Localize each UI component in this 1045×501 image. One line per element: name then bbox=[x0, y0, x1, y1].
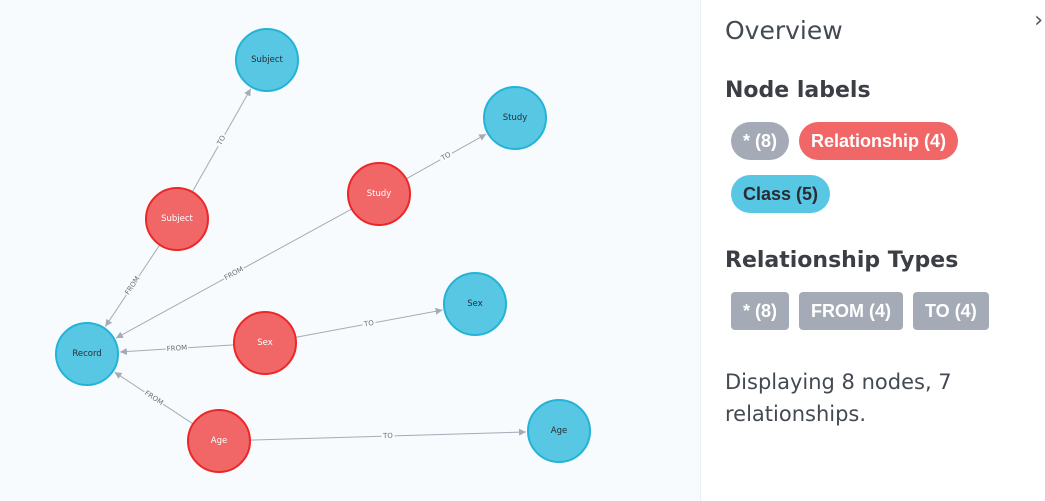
node-record[interactable]: Record bbox=[56, 323, 118, 385]
node-subject-rel[interactable]: Subject bbox=[146, 188, 208, 250]
node-subject-class[interactable]: Subject bbox=[236, 29, 298, 91]
relationship-type-to[interactable]: TO (4) bbox=[913, 292, 989, 330]
node-label: Sex bbox=[467, 299, 483, 309]
node-label: Subject bbox=[251, 55, 283, 65]
node-age-rel[interactable]: Age bbox=[188, 410, 250, 472]
node-study-rel[interactable]: Study bbox=[348, 163, 410, 225]
node-sex-class[interactable]: Sex bbox=[444, 273, 506, 335]
node-sex-rel[interactable]: Sex bbox=[234, 312, 296, 374]
node-label: Record bbox=[72, 349, 101, 359]
node-label: Study bbox=[367, 189, 392, 199]
edge-label: FROM bbox=[223, 265, 245, 282]
overview-panel: Overview › Node labels * (8) Relationshi… bbox=[700, 0, 1045, 501]
relationship-types-row: * (8) FROM (4) TO (4) bbox=[731, 292, 989, 330]
chevron-right-icon[interactable]: › bbox=[1034, 8, 1043, 33]
graph-summary: Displaying 8 nodes, 7 relationships. bbox=[725, 366, 1025, 430]
edge-label: TO bbox=[382, 432, 394, 440]
node-label: Subject bbox=[161, 214, 193, 224]
relationship-type-from[interactable]: FROM (4) bbox=[799, 292, 903, 330]
node-label-relationship[interactable]: Relationship (4) bbox=[799, 122, 958, 160]
node-label: Study bbox=[503, 113, 528, 123]
graph-canvas[interactable]: TO FROM TO FROM TO FROM FROM TO Subject Study Sub… bbox=[0, 0, 700, 501]
node-labels-row-1: * (8) Relationship (4) bbox=[731, 122, 958, 160]
node-label-all[interactable]: * (8) bbox=[731, 122, 789, 160]
node-label: Sex bbox=[257, 338, 273, 348]
node-labels-title: Node labels bbox=[725, 78, 871, 103]
relationship-types-title: Relationship Types bbox=[725, 248, 958, 273]
relationship-type-all[interactable]: * (8) bbox=[731, 292, 789, 330]
node-label-class[interactable]: Class (5) bbox=[731, 175, 830, 213]
node-label: Age bbox=[211, 436, 227, 446]
node-labels-row-2: Class (5) bbox=[731, 175, 830, 213]
node-study-class[interactable]: Study bbox=[484, 87, 546, 149]
node-label: Age bbox=[551, 426, 567, 436]
node-age-class[interactable]: Age bbox=[528, 400, 590, 462]
edge-label: FROM bbox=[167, 344, 188, 353]
panel-title: Overview bbox=[725, 16, 843, 45]
